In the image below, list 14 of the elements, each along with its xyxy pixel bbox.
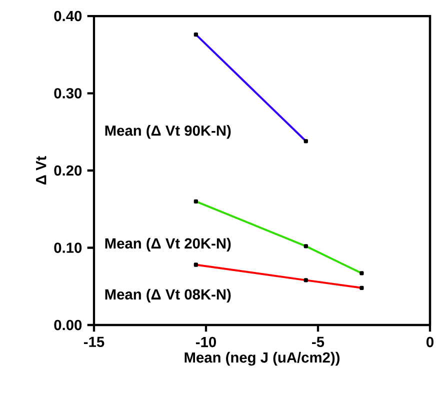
y-axis-title: Δ Vt — [36, 156, 46, 185]
x-tick-label: 0 — [426, 336, 434, 348]
y-tick-label: 0.30 — [54, 88, 82, 98]
y-tick-label: 0.20 — [54, 165, 82, 176]
x-tick-label: -15 — [84, 336, 104, 348]
series-label: Mean (Δ Vt 20K-N) — [105, 238, 231, 252]
text: Mean (Δ Vt 90K-N) — [105, 125, 231, 139]
x-tick-label: -5 — [312, 336, 324, 348]
series-label: Mean (Δ Vt 08K-N) — [105, 288, 231, 302]
y-tick-label: 0.40 — [54, 10, 82, 22]
y-tick-label: 0.00 — [54, 320, 82, 330]
y-tick-label: 0.10 — [54, 242, 82, 253]
x-tick-label: -10 — [196, 336, 216, 348]
x-axis-title: Mean (neg J (uA/cm2)) — [184, 352, 340, 366]
